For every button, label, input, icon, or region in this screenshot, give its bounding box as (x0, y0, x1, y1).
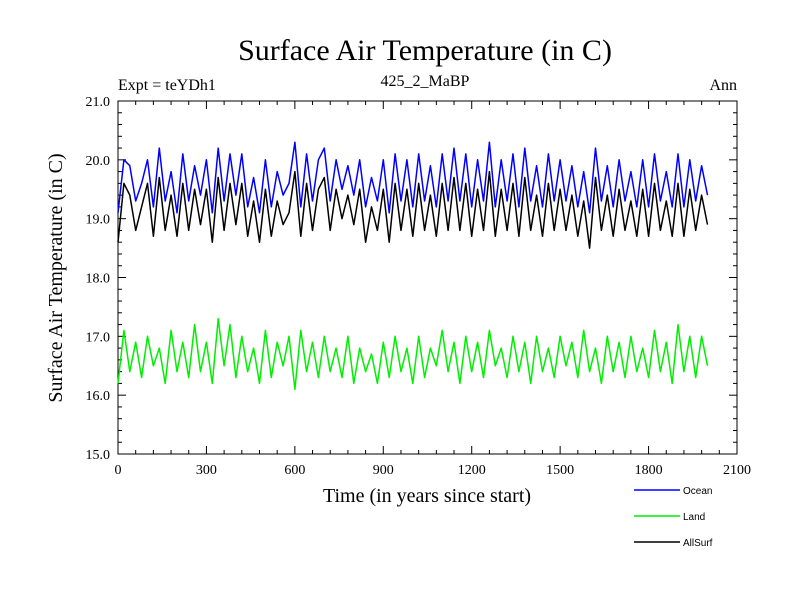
x-tick-label: 1800 (635, 463, 663, 478)
y-tick-label: 17.0 (86, 330, 111, 345)
x-tick-label: 300 (196, 463, 217, 478)
x-axis: 0 300 600 900 1200 1500 1800 2100 (115, 101, 751, 478)
y-tick-label: 20.0 (86, 154, 111, 169)
series-line-allsurf (117, 170, 709, 249)
y-tick-label: 15.0 (86, 448, 111, 463)
x-tick-label: 1200 (458, 463, 486, 478)
x-tick-label: 0 (115, 463, 122, 478)
chart-subtitle: 425_2_MaBP (381, 73, 470, 90)
legend-label-ocean: Ocean (683, 486, 712, 497)
x-tick-label: 2100 (723, 463, 751, 478)
y-tick-label: 21.0 (86, 95, 111, 110)
x-axis-label: Time (in years since start) (323, 485, 531, 507)
chart-title: Surface Air Temperature (in C) (238, 34, 612, 67)
legend: Ocean Land AllSurf (634, 486, 713, 549)
chart-right-label: Ann (709, 77, 737, 94)
x-tick-label: 1500 (546, 463, 574, 478)
legend-label-land: Land (683, 512, 705, 523)
y-tick-label: 16.0 (86, 389, 111, 404)
y-axis: 15.0 16.0 17.0 18.0 19.0 20.0 21.0 (86, 95, 737, 463)
x-tick-label: 600 (284, 463, 305, 478)
series-layer (117, 141, 709, 391)
chart-left-label: Expt = teYDh1 (118, 77, 216, 94)
y-tick-label: 19.0 (86, 213, 111, 228)
legend-label-allsurf: AllSurf (683, 538, 713, 549)
plot-area (117, 100, 738, 455)
y-axis-label: Surface Air Temperature (in C) (45, 153, 67, 402)
series-line-land (117, 317, 709, 391)
x-tick-label: 900 (373, 463, 394, 478)
series-line-ocean (117, 141, 709, 214)
y-tick-label: 18.0 (86, 272, 111, 287)
